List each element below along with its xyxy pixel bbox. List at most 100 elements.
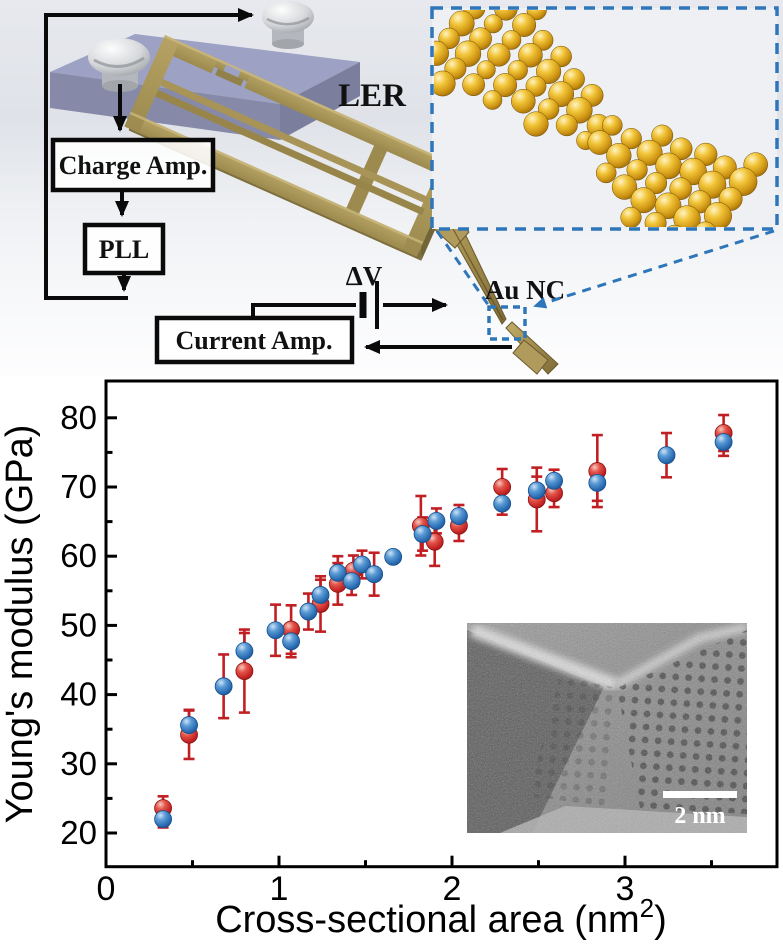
gold-atom <box>434 70 456 97</box>
gold-atom <box>620 206 642 227</box>
data-point-blue <box>413 525 432 543</box>
delta-v-label: ΔV <box>346 261 383 291</box>
data-point-red <box>235 662 254 680</box>
y-tick-label: 20 <box>60 814 97 851</box>
data-point-blue <box>266 621 285 640</box>
gold-atom <box>511 88 536 114</box>
gold-atom <box>645 172 668 195</box>
gold-atom <box>704 202 732 227</box>
y-tick-label: 60 <box>60 537 97 574</box>
x-axis-label-sup: 2 <box>640 893 654 923</box>
inset-zoom-box <box>430 6 779 231</box>
gold-atom <box>493 73 518 98</box>
x-axis-label-close: ) <box>654 899 667 941</box>
data-point-blue <box>427 512 446 530</box>
y-axis-label: Young's modulus (GPa) <box>0 425 41 824</box>
data-point-blue <box>235 642 254 660</box>
data-point-blue <box>450 507 468 525</box>
gold-atom <box>434 40 449 66</box>
gold-atom <box>536 58 562 84</box>
data-point-blue <box>657 446 676 465</box>
gold-atom <box>523 111 549 137</box>
axes-layer: 0 1 2 3 20 30 40 50 60 70 80 <box>60 379 779 908</box>
y-tick-label: 50 <box>60 606 97 643</box>
flow-box-charge-amp: Charge Amp. <box>50 137 216 193</box>
gold-atom <box>507 60 528 81</box>
panel-schematic: Charge Amp. PLL Current Amp. LER ΔV Au N… <box>0 0 783 376</box>
gold-atom <box>651 124 674 147</box>
wire-feedback-loop <box>44 8 254 300</box>
pll-label: PLL <box>99 235 150 264</box>
data-point-blue <box>714 433 733 451</box>
gold-atom <box>555 114 578 137</box>
electrode-right <box>262 1 314 49</box>
gold-atom <box>532 29 554 51</box>
y-tick-label: 70 <box>60 468 97 505</box>
circuit-wiring <box>44 8 512 354</box>
ler-label: LER <box>338 78 407 114</box>
gold-atom <box>525 75 547 97</box>
data-point-blue <box>180 716 198 734</box>
data-point-blue <box>328 563 347 582</box>
data-point-blue <box>282 632 301 651</box>
gold-atom <box>669 177 692 200</box>
data-point-blue <box>365 565 384 584</box>
gold-atom <box>611 174 638 200</box>
gold-atom <box>476 60 496 80</box>
axis-frame <box>104 379 779 869</box>
x-tick-label: 0 <box>97 870 116 908</box>
charge-amp-label: Charge Amp. <box>59 151 208 180</box>
data-point-blue <box>154 810 172 829</box>
gold-atom <box>483 14 503 34</box>
data-point-blue <box>299 602 318 621</box>
gold-atom <box>548 81 575 107</box>
gold-atom <box>626 159 648 181</box>
gold-atom <box>636 139 663 166</box>
data-point-blue <box>527 481 546 500</box>
gold-atom <box>512 13 537 37</box>
gold-atom <box>518 42 543 68</box>
data-points-layer <box>154 424 733 829</box>
data-point-red <box>493 478 512 496</box>
gold-atom <box>620 128 642 150</box>
y-tick-label: 40 <box>60 676 97 713</box>
gold-atom <box>587 130 612 155</box>
wire-currentamp-to-battery <box>251 303 356 318</box>
gold-atom <box>448 10 475 37</box>
tem-scale-bar <box>663 791 737 798</box>
data-point-blue <box>214 677 233 696</box>
gold-atom <box>602 115 623 136</box>
gold-atom <box>462 73 485 97</box>
gold-atom <box>482 90 503 110</box>
tem-inset: 2 nm <box>467 623 747 833</box>
x-axis-label: Cross-sectional area (nm2) <box>215 893 667 941</box>
data-point-blue <box>342 572 361 591</box>
gold-atom <box>595 162 617 184</box>
gold-atom <box>667 224 682 227</box>
data-point-blue <box>311 586 330 604</box>
battery-symbol <box>359 281 379 329</box>
gold-atom <box>644 212 667 227</box>
current-amp-label: Current Amp. <box>176 326 333 355</box>
electrode-left <box>88 38 150 92</box>
x-tick-label: 2 <box>443 870 462 908</box>
data-point-blue <box>384 547 403 566</box>
zoom-connector-lines <box>435 229 775 309</box>
y-tick-label: 80 <box>60 399 97 436</box>
gold-atom <box>698 170 727 199</box>
y-tick-label: 30 <box>60 745 97 782</box>
sample-marker-box <box>487 305 527 341</box>
x-axis-label-main: Cross-sectional area (nm <box>215 899 639 941</box>
data-point-blue <box>493 494 512 513</box>
data-point-blue <box>545 471 563 490</box>
flow-box-current-amp: Current Amp. <box>154 315 355 365</box>
gold-atom <box>606 143 632 169</box>
gold-atom-cluster <box>434 10 768 227</box>
gold-atom <box>673 205 701 227</box>
gold-atom <box>679 157 707 186</box>
x-tick-label: 1 <box>270 870 289 908</box>
gold-atom <box>695 221 716 227</box>
gold-atom <box>669 137 693 161</box>
data-point-blue <box>588 473 607 492</box>
